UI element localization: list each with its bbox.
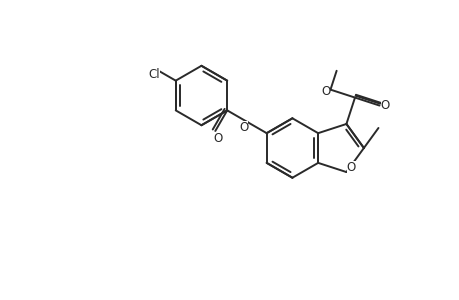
Text: O: O — [213, 132, 223, 146]
Text: O: O — [239, 121, 248, 134]
Text: O: O — [320, 85, 330, 98]
Text: O: O — [380, 99, 389, 112]
Text: O: O — [346, 160, 355, 174]
Text: Cl: Cl — [148, 68, 160, 81]
